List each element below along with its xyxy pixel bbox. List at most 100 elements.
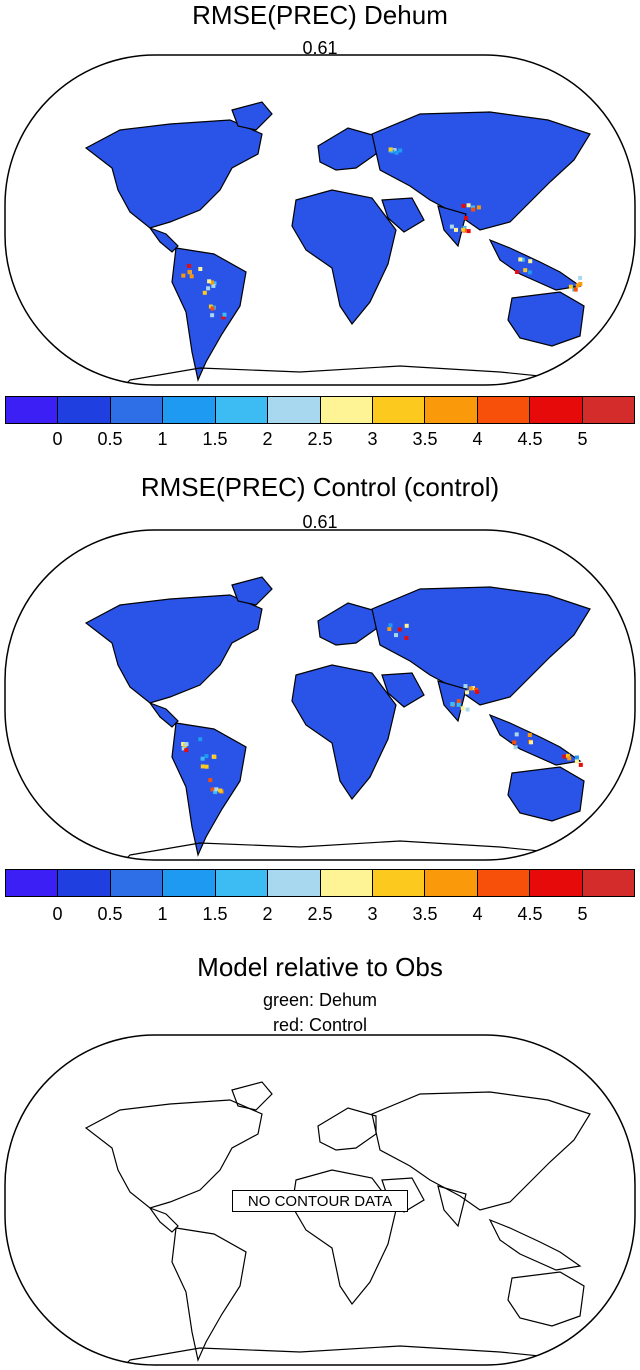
landmass-greenland bbox=[231, 101, 273, 131]
grid-cell bbox=[456, 702, 461, 707]
grid-cell bbox=[475, 689, 480, 694]
grid-cell bbox=[212, 281, 217, 286]
grid-cell bbox=[208, 778, 213, 783]
grid-cell bbox=[527, 270, 532, 275]
colorbar-swatch bbox=[582, 397, 635, 423]
panel1-colorbar bbox=[5, 396, 635, 424]
colorbar-tick-label: 4 bbox=[472, 904, 483, 924]
colorbar-swatch bbox=[6, 397, 59, 423]
landmass-north-america bbox=[84, 594, 263, 704]
landmass-se-asia bbox=[488, 238, 582, 291]
grid-cell bbox=[394, 633, 398, 638]
grid-cell bbox=[463, 684, 468, 689]
grid-cell bbox=[461, 203, 466, 208]
landmass-antarctica bbox=[118, 840, 562, 860]
landmass-europe bbox=[317, 1107, 377, 1151]
grid-cell bbox=[578, 762, 583, 767]
grid-cell bbox=[456, 699, 461, 704]
colorbar-swatch bbox=[163, 397, 216, 423]
grid-cell bbox=[471, 686, 475, 691]
landmass-africa bbox=[291, 1169, 397, 1306]
map-border bbox=[4, 529, 636, 861]
grid-cell bbox=[388, 623, 393, 628]
grid-cell bbox=[210, 280, 214, 285]
landmass-australia bbox=[507, 766, 585, 822]
landmass-arabia bbox=[381, 197, 425, 233]
grid-cell bbox=[460, 706, 465, 711]
grid-cell bbox=[189, 274, 194, 279]
grid-cell bbox=[211, 283, 216, 288]
panel1-title: RMSE(PREC) Dehum bbox=[192, 0, 448, 30]
grid-cell bbox=[529, 740, 533, 745]
colorbar-swatch bbox=[268, 397, 321, 423]
colorbar-swatch bbox=[477, 870, 531, 896]
colorbar-tick-label: 3.5 bbox=[412, 429, 438, 449]
colorbar-swatch bbox=[320, 870, 373, 896]
grid-cell bbox=[181, 273, 186, 278]
grid-cell bbox=[210, 313, 215, 318]
colorbar-swatch bbox=[530, 870, 583, 896]
colorbar-tick-label: 4.5 bbox=[517, 904, 543, 924]
landmass-north-america bbox=[84, 1099, 263, 1209]
grid-cell bbox=[567, 756, 572, 761]
landmass-north-america bbox=[84, 119, 263, 229]
landmass-south-america bbox=[171, 1227, 247, 1362]
panel1-colorbar-labels: 0 0.5 1 1.5 2 2.5 3 3.5 4 4.5 5 bbox=[5, 428, 635, 452]
colorbar-swatch bbox=[215, 870, 269, 896]
landmass-antarctica bbox=[118, 365, 562, 385]
landmass-europe bbox=[317, 602, 377, 646]
landmass-africa bbox=[291, 189, 397, 326]
grid-cell bbox=[200, 764, 205, 769]
grid-cell bbox=[466, 229, 471, 234]
grid-cell bbox=[187, 269, 192, 274]
grid-cell bbox=[465, 707, 470, 712]
grid-cell bbox=[471, 205, 475, 210]
colorbar-tick-label: 1.5 bbox=[202, 904, 228, 924]
landmass-arabia bbox=[381, 672, 425, 708]
colorbar-tick-label: 2.5 bbox=[307, 904, 333, 924]
grid-cell bbox=[578, 275, 583, 280]
colorbar-swatch bbox=[477, 397, 531, 423]
colorbar-tick-label: 0 bbox=[52, 429, 63, 449]
grid-cell bbox=[404, 635, 409, 640]
colorbar-tick-label: 1 bbox=[157, 429, 168, 449]
grid-cell bbox=[466, 203, 471, 208]
colorbar-swatch bbox=[6, 870, 59, 896]
panel2-colorbar-labels: 0 0.5 1 1.5 2 2.5 3 3.5 4 4.5 5 bbox=[5, 903, 635, 927]
grid-cell bbox=[206, 286, 211, 291]
grid-cell bbox=[212, 754, 217, 759]
grid-cell bbox=[527, 733, 532, 737]
grid-cell bbox=[397, 627, 402, 632]
grid-cell bbox=[204, 764, 209, 769]
grid-cell bbox=[528, 259, 533, 264]
grid-cell bbox=[450, 702, 455, 706]
landmass-greenland bbox=[231, 576, 273, 606]
colorbar-swatch bbox=[372, 870, 426, 896]
grid-cell bbox=[513, 745, 518, 750]
colorbar-swatch bbox=[215, 397, 269, 423]
colorbar-tick-label: 3 bbox=[367, 904, 378, 924]
colorbar-swatch bbox=[320, 397, 373, 423]
grid-cell bbox=[398, 148, 403, 153]
grid-cell bbox=[207, 279, 212, 284]
landmass-asia bbox=[371, 586, 591, 706]
landmass-south-america bbox=[171, 722, 247, 857]
grid-cell bbox=[214, 787, 219, 792]
landmass-central-america bbox=[148, 701, 179, 728]
grid-cell bbox=[181, 746, 186, 751]
colorbar-swatch bbox=[530, 397, 583, 423]
panel2-map bbox=[4, 529, 636, 861]
grid-cell bbox=[184, 742, 189, 747]
landmass-central-america bbox=[148, 1206, 179, 1233]
landmass-europe bbox=[317, 127, 377, 171]
grid-cell bbox=[388, 147, 393, 152]
grid-cell bbox=[218, 788, 223, 793]
grid-cell bbox=[518, 257, 523, 262]
colorbar-tick-label: 4.5 bbox=[517, 429, 543, 449]
colorbar-tick-label: 2 bbox=[262, 904, 273, 924]
grid-cell bbox=[187, 264, 191, 268]
grid-cell bbox=[574, 759, 579, 764]
colorbar-tick-label: 4 bbox=[472, 429, 483, 449]
grid-cell bbox=[221, 315, 226, 320]
landmass-australia bbox=[507, 1271, 585, 1327]
